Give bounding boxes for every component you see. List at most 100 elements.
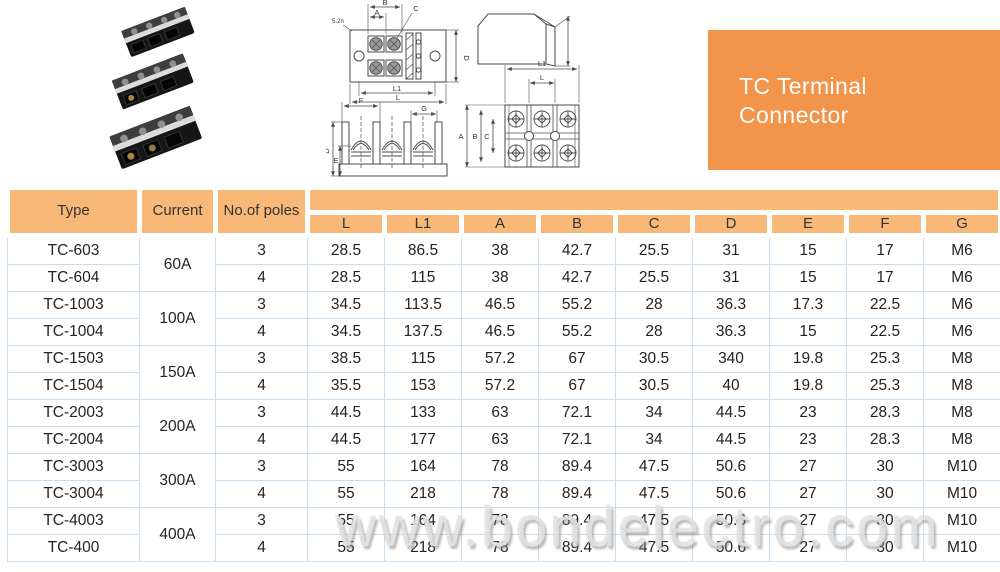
dim-label-b-plan: B — [472, 132, 477, 141]
dim-cell: 47.5 — [615, 453, 693, 481]
dim-cell: 218 — [384, 480, 462, 508]
dim-cell: M6 — [922, 264, 1000, 292]
dim-cell: 115 — [384, 345, 462, 373]
table-row: TC-603 60A 3 28.5 86.5 38 42.7 25.5 31 1… — [7, 235, 1000, 292]
dim-cell: 30 — [846, 507, 924, 535]
dim-cell: M10 — [922, 507, 1000, 535]
dim-cell: 50.6 — [692, 453, 770, 481]
dim-cell: 28 — [615, 318, 693, 346]
dim-cell: M8 — [922, 372, 1000, 400]
current-cell: 100A — [139, 291, 216, 346]
dim-cell: 67 — [538, 372, 616, 400]
dim-cell: 27 — [769, 480, 847, 508]
dim-cell: 17 — [846, 264, 924, 292]
dim-cell: 55.2 — [538, 291, 616, 319]
poles-cell: 3 — [215, 345, 308, 373]
poles-cell: 4 — [215, 264, 308, 292]
dim-label-l-plan: L — [540, 73, 544, 82]
dim-cell: 42.7 — [538, 235, 616, 265]
dim-label-a-plan: A — [458, 132, 463, 141]
dim-cell: 34 — [615, 426, 693, 454]
type-cell: TC-1004 — [7, 318, 140, 346]
dim-cell: 78 — [461, 480, 539, 508]
dim-label-d: D — [462, 55, 471, 61]
col-header-dim-d: D — [690, 210, 772, 238]
dim-cell: 218 — [384, 534, 462, 562]
dim-cell: M10 — [922, 534, 1000, 562]
table-row: TC-2004 4 44.5 177 63 72.1 34 44.5 23 28… — [7, 426, 1000, 454]
dim-cell: 67 — [538, 345, 616, 373]
dim-cell: 25.3 — [846, 345, 924, 373]
dim-cell: 44.5 — [692, 399, 770, 427]
title-box: TC Terminal Connector — [708, 30, 1000, 170]
type-cell: TC-400 — [7, 534, 140, 562]
dim-cell: 137.5 — [384, 318, 462, 346]
dim-cell: 27 — [769, 534, 847, 562]
dim-cell: 55 — [307, 480, 385, 508]
drawing-front-view: F G D E — [326, 96, 466, 188]
dim-cell: 25.5 — [615, 264, 693, 292]
dim-cell: 36.3 — [692, 291, 770, 319]
dim-cell: 44.5 — [692, 426, 770, 454]
col-header-poles: No.of poles — [213, 185, 310, 238]
dim-cell: 89.4 — [538, 453, 616, 481]
dim-cell: 78 — [461, 453, 539, 481]
poles-cell: 3 — [215, 453, 308, 481]
type-cell: TC-603 — [7, 235, 140, 265]
dim-cell: 30.5 — [615, 345, 693, 373]
dim-cell: 153 — [384, 372, 462, 400]
dim-cell: 89.4 — [538, 507, 616, 535]
dim-cell: M8 — [922, 426, 1000, 454]
col-header-dim-f: F — [844, 210, 926, 238]
dim-cell: 340 — [692, 345, 770, 373]
dim-label-c: C — [413, 4, 419, 13]
dim-cell: 30 — [846, 453, 924, 481]
table-row: TC-2003 200A 3 44.5 133 63 72.1 34 44.5 … — [7, 399, 1000, 454]
dim-label-l1: L1 — [393, 84, 401, 93]
dim-label-e: E — [333, 156, 338, 165]
table-row: TC-3003 300A 3 55 164 78 89.4 47.5 50.6 … — [7, 453, 1000, 508]
dim-cell: 133 — [384, 399, 462, 427]
dim-cell: 42.7 — [538, 264, 616, 292]
dim-cell: 89.4 — [538, 534, 616, 562]
dim-cell: 55.2 — [538, 318, 616, 346]
dim-cell: 38.5 — [307, 345, 385, 373]
dim-cell: 38 — [461, 264, 539, 292]
dim-cell: 57.2 — [461, 372, 539, 400]
poles-cell: 3 — [215, 399, 308, 427]
dim-cell: 55 — [307, 534, 385, 562]
poles-cell: 4 — [215, 480, 308, 508]
dim-cell: 27 — [769, 453, 847, 481]
page-title: TC Terminal Connector — [739, 73, 867, 129]
type-cell: TC-4003 — [7, 507, 140, 535]
table-row: TC-400 4 55 218 78 89.4 47.5 50.6 27 30 … — [7, 534, 1000, 562]
dim-label-corner: 5.2n — [332, 19, 344, 25]
dim-label-f: F — [359, 96, 364, 105]
dim-cell: 55 — [307, 453, 385, 481]
type-cell: TC-2003 — [7, 399, 140, 427]
dim-cell: 25.5 — [615, 235, 693, 265]
dim-cell: 44.5 — [307, 426, 385, 454]
poles-cell: 4 — [215, 318, 308, 346]
dim-cell: 31 — [692, 264, 770, 292]
dim-label-l: L — [396, 93, 400, 102]
dim-label-d2: D — [326, 148, 331, 154]
type-cell: TC-604 — [7, 264, 140, 292]
col-header-dim-a: A — [459, 210, 541, 238]
dim-cell: 28.3 — [846, 426, 924, 454]
col-header-type: Type — [5, 185, 142, 238]
type-cell: TC-1003 — [7, 291, 140, 319]
dim-cell: 34 — [615, 399, 693, 427]
dim-cell: M6 — [922, 291, 1000, 319]
dim-cell: 31 — [692, 235, 770, 265]
dim-cell: 115 — [384, 264, 462, 292]
poles-cell: 4 — [215, 372, 308, 400]
dim-cell: 78 — [461, 534, 539, 562]
dim-cell: 164 — [384, 453, 462, 481]
dim-cell: 15 — [769, 318, 847, 346]
dim-cell: 78 — [461, 507, 539, 535]
product-photo-terminal-blocks — [109, 6, 202, 169]
current-cell: 150A — [139, 345, 216, 400]
type-cell: TC-1504 — [7, 372, 140, 400]
dim-cell: 34.5 — [307, 318, 385, 346]
